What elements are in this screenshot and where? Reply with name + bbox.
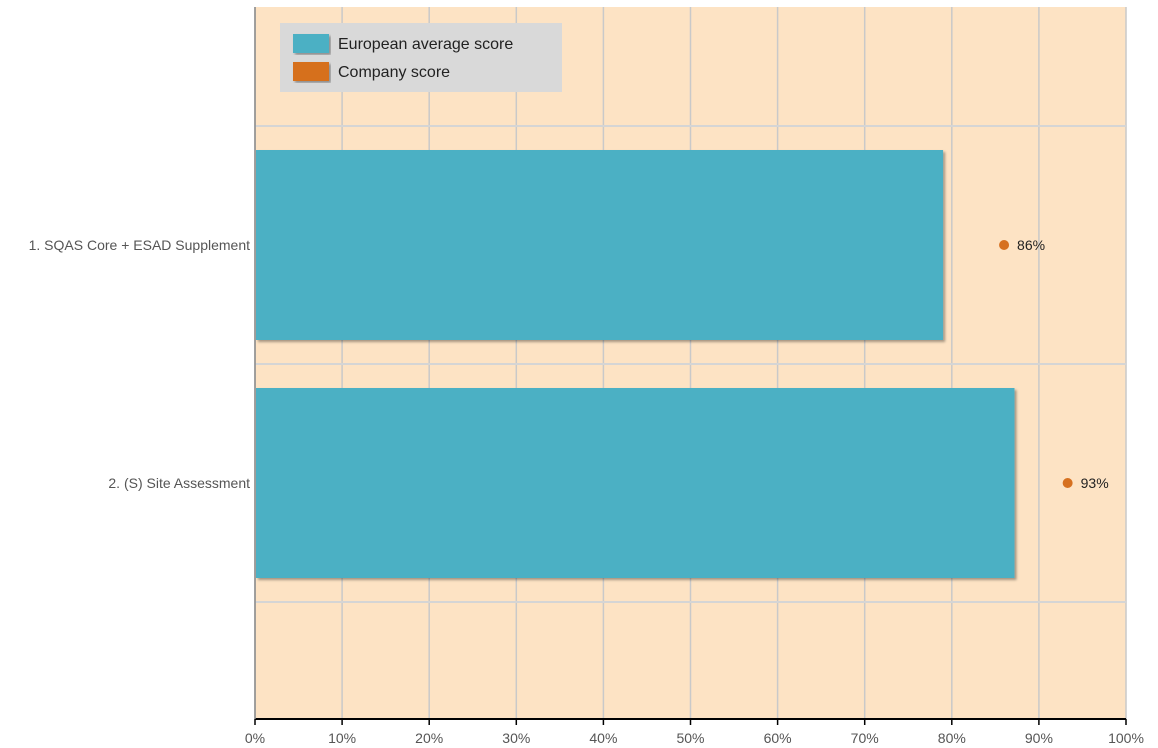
point-value-label: 86% — [1017, 237, 1045, 253]
x-tick-label: 70% — [851, 730, 879, 746]
x-tick-label: 10% — [328, 730, 356, 746]
x-tick-label: 80% — [938, 730, 966, 746]
x-tick-label: 0% — [245, 730, 265, 746]
bar[interactable] — [256, 388, 1015, 578]
point-value-label: 93% — [1081, 475, 1109, 491]
x-tick-label: 60% — [764, 730, 792, 746]
grid-lines — [254, 7, 1127, 719]
point-series: 86% 93% — [999, 237, 1109, 491]
category-labels: 1. SQAS Core + ESAD Supplement 2. (S) Sit… — [29, 237, 250, 491]
x-tick-label: 20% — [415, 730, 443, 746]
company-score-point[interactable] — [999, 240, 1010, 250]
legend-box — [280, 23, 562, 92]
legend-entry[interactable]: European average score — [338, 36, 513, 53]
bar-series — [256, 150, 1015, 578]
x-tick-label: 100% — [1108, 730, 1144, 746]
x-tick-label: 40% — [589, 730, 617, 746]
x-tick-label: 50% — [676, 730, 704, 746]
x-tick-label: 90% — [1025, 730, 1053, 746]
legend-swatch — [293, 62, 329, 81]
legend-swatch — [293, 34, 329, 53]
x-tick-label: 30% — [502, 730, 530, 746]
company-score-point[interactable] — [1062, 478, 1073, 488]
x-axis-ticks: 0% 10% 20% 30% 40% 50% 60% 70% 80% 90% 100% — [245, 719, 1144, 746]
legend-entry[interactable]: Company score — [338, 64, 450, 81]
category-label: 2. (S) Site Assessment — [108, 475, 250, 491]
bar[interactable] — [256, 150, 944, 340]
legend: European average score Company score — [280, 23, 562, 92]
category-label: 1. SQAS Core + ESAD Supplement — [29, 237, 250, 253]
